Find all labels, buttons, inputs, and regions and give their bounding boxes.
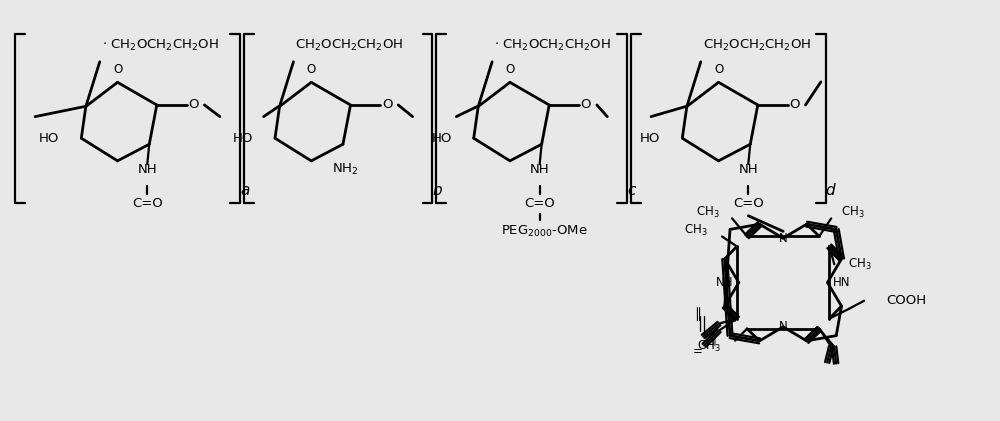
Text: $\cdot$ CH$_2$OCH$_2$CH$_2$OH: $\cdot$ CH$_2$OCH$_2$CH$_2$OH: [102, 38, 218, 53]
Text: O: O: [581, 99, 591, 112]
Text: O: O: [789, 99, 800, 112]
Text: NH: NH: [738, 163, 758, 176]
Text: C=O: C=O: [524, 197, 555, 210]
Text: CH$_3$: CH$_3$: [848, 257, 872, 272]
Text: HO: HO: [39, 132, 59, 145]
Text: N: N: [779, 320, 787, 333]
Text: $\parallel$: $\parallel$: [708, 333, 716, 348]
Text: $b$: $b$: [432, 182, 443, 198]
Text: NH: NH: [716, 276, 734, 289]
Text: CH$_3$: CH$_3$: [684, 223, 708, 238]
Text: CH$_3$: CH$_3$: [696, 205, 720, 220]
Text: C=O: C=O: [733, 197, 764, 210]
Text: $\mathregular{||}$: $\mathregular{||}$: [697, 314, 707, 333]
Text: HO: HO: [431, 132, 452, 145]
Text: NH: NH: [530, 163, 549, 176]
Text: $a$: $a$: [240, 183, 250, 197]
Text: CH$_3$: CH$_3$: [697, 339, 721, 354]
Text: $\cdot$ CH$_2$OCH$_2$CH$_2$OH: $\cdot$ CH$_2$OCH$_2$CH$_2$OH: [494, 38, 611, 53]
Text: CH$_3$: CH$_3$: [841, 205, 865, 220]
Text: CH$_2$OCH$_2$CH$_2$OH: CH$_2$OCH$_2$CH$_2$OH: [703, 38, 811, 53]
Text: NH: NH: [137, 163, 157, 176]
Text: CH$_2$OCH$_2$CH$_2$OH: CH$_2$OCH$_2$CH$_2$OH: [295, 38, 404, 53]
Text: O: O: [188, 99, 199, 112]
Text: HN: HN: [832, 276, 850, 289]
Text: HO: HO: [233, 132, 253, 145]
Text: N: N: [779, 232, 787, 245]
Text: O: O: [505, 63, 515, 76]
Text: HO: HO: [640, 132, 660, 145]
Text: PEG$_{2000}$-OMe: PEG$_{2000}$-OMe: [501, 224, 588, 239]
Text: O: O: [382, 99, 393, 112]
Text: $\parallel$: $\parallel$: [692, 305, 702, 322]
Text: $c$: $c$: [627, 183, 637, 197]
Text: NH$_2$: NH$_2$: [332, 162, 358, 177]
Text: COOH: COOH: [886, 294, 926, 307]
Text: O: O: [307, 63, 316, 76]
Text: $d$: $d$: [825, 182, 837, 198]
Text: O: O: [714, 63, 723, 76]
Text: =: =: [693, 345, 703, 358]
Text: C=O: C=O: [132, 197, 163, 210]
Text: O: O: [113, 63, 122, 76]
